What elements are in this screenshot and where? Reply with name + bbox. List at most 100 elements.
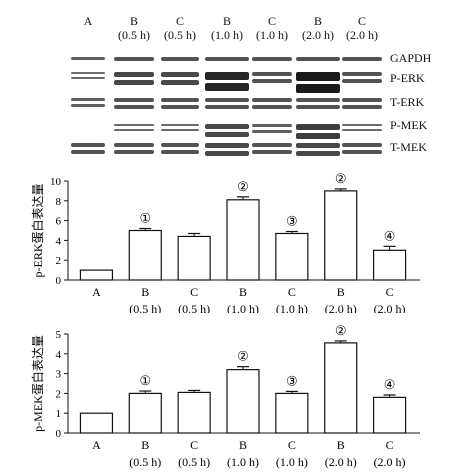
y-tick-label: 2 [56, 255, 62, 267]
y-axis-label: p-ERK蛋白表达量 [30, 184, 45, 278]
blot-band [205, 83, 249, 91]
blot-band [342, 150, 382, 154]
x-tick-label: B [239, 438, 247, 452]
blot-band [252, 72, 292, 76]
y-axis-label: p-MEK蛋白表达量 [30, 335, 45, 432]
lane-label: A [64, 14, 112, 28]
x-tick-label: (2.0 h) [374, 302, 406, 313]
protein-label: GAPDH [390, 51, 432, 65]
x-tick-label: (0.5 h) [178, 455, 210, 469]
x-tick-label: C [386, 438, 394, 452]
blot-band [252, 79, 292, 83]
bar [275, 392, 309, 434]
blot-band [161, 80, 199, 85]
bar [79, 269, 114, 281]
x-tick-label: B [239, 285, 247, 299]
x-tick-label: B [337, 285, 345, 299]
x-tick-label: (2.0 h) [374, 455, 406, 469]
y-tick-label: 6 [56, 216, 62, 228]
blot-band [252, 105, 292, 109]
blot-band [252, 150, 292, 154]
blot-band [205, 57, 249, 61]
lane-time: (0.5 h) [118, 28, 150, 42]
significance-mark: ② [237, 179, 249, 194]
blot-band [296, 57, 340, 61]
bar [79, 412, 114, 434]
lane-label: C (1.0 h) [248, 14, 296, 42]
y-tick-label: 5 [56, 329, 62, 341]
blot-band [114, 80, 154, 85]
blot-band [296, 98, 340, 102]
blot-band [296, 72, 340, 81]
bar [226, 199, 260, 281]
blot-band [161, 143, 199, 147]
blot-band [114, 129, 154, 131]
x-tick-label: C [190, 438, 198, 452]
blot-band [342, 72, 382, 76]
protein-label: T-ERK [390, 95, 425, 109]
x-tick-label: A [92, 438, 101, 452]
y-tick-label: 1 [56, 408, 62, 420]
lane-name: C [175, 14, 184, 28]
lane-name: C [267, 14, 276, 28]
blot-band [296, 105, 340, 109]
blot-band [71, 98, 105, 101]
blot-band [71, 150, 105, 154]
significance-mark: ③ [286, 373, 298, 388]
blot-band [205, 143, 249, 148]
lane-label: C (0.5 h) [156, 14, 204, 42]
p-mek-bar-chart: 0 1 2 3 4 5 p-MEK蛋白表达量 A ① B (0.5 h) C (0.5 h) ② B (1.0… [30, 323, 420, 469]
blot-band [252, 124, 292, 127]
x-tick-label: (0.5 h) [178, 302, 210, 313]
blot-band [71, 104, 105, 107]
blot-band [296, 84, 340, 93]
x-tick-label: (1.0 h) [276, 455, 308, 469]
x-tick-label: B [141, 438, 149, 452]
blot-band [161, 129, 199, 131]
blot-band [205, 132, 249, 137]
y-tick-label: 0 [56, 428, 62, 440]
protein-label: P-ERK [390, 71, 425, 85]
x-tick-label: A [92, 285, 101, 299]
bar [128, 392, 162, 434]
y-tick-label: 2 [56, 388, 62, 400]
blot-band [252, 57, 292, 61]
bar [177, 235, 211, 281]
blot-band [161, 72, 199, 77]
x-tick-label: C [288, 285, 296, 299]
x-tick-label: (0.5 h) [129, 455, 161, 469]
blot-band [252, 130, 292, 133]
blot-band [114, 57, 154, 61]
lane-time: (2.0 h) [302, 28, 334, 42]
lane-name: C [357, 14, 366, 28]
blot-band [71, 57, 105, 60]
blot-band [161, 57, 199, 61]
lane-name: A [83, 14, 93, 28]
blot-band [342, 79, 382, 83]
blot-band [342, 105, 382, 109]
x-tick-label: (1.0 h) [276, 302, 308, 313]
blot-band [342, 124, 382, 126]
lane-name: B [313, 14, 322, 28]
x-tick-label: B [141, 285, 149, 299]
y-tick-label: 0 [56, 275, 62, 287]
bar [177, 391, 211, 434]
bar [372, 396, 407, 434]
bar [128, 229, 162, 281]
significance-mark: ① [139, 373, 151, 388]
significance-mark: ② [335, 323, 347, 338]
x-tick-label: C [386, 285, 394, 299]
y-tick-label: 10 [50, 176, 62, 188]
blot-band [252, 98, 292, 102]
p-erk-bar-chart: 0 2 4 6 8 10 p-ERK蛋白表达量 A ① B (0.5 h) C (0.5 h) ② B (1.… [30, 171, 420, 313]
lane-label: B (0.5 h) [110, 14, 158, 42]
blot-band [161, 98, 199, 102]
lane-label: C (2.0 h) [338, 14, 386, 42]
blot-band [205, 105, 249, 109]
blot-band [205, 151, 249, 156]
blot-band [161, 124, 199, 126]
lane-time: (2.0 h) [346, 28, 378, 42]
significance-mark: ② [237, 349, 249, 364]
blot-band [161, 150, 199, 154]
